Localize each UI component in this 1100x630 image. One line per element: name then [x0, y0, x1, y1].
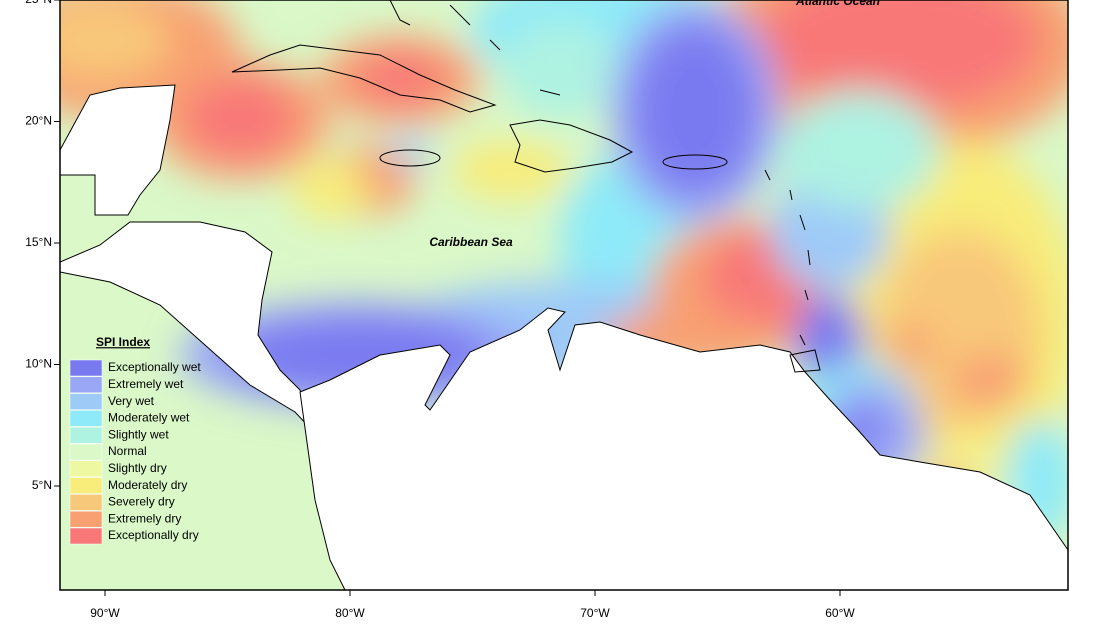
lat-tick-label: 5°N: [32, 478, 52, 492]
lat-tick-label: 10°N: [25, 357, 52, 371]
lon-tick-label: 80°W: [335, 606, 365, 620]
legend-swatch: [69, 510, 103, 528]
lesser-antilles: [764, 169, 811, 346]
legend-swatch: [69, 460, 103, 478]
legend-swatch: [69, 410, 103, 427]
legend-label: Normal: [108, 444, 147, 458]
lon-tick-label: 70°W: [580, 606, 610, 620]
legend-swatch: [69, 494, 103, 511]
legend-swatch: [69, 443, 103, 461]
legend-label: Exceptionally dry: [108, 528, 199, 542]
spi-zone: [885, 327, 935, 363]
islands: [231, 0, 821, 373]
cuba: [231, 44, 497, 113]
south-america: [299, 307, 1068, 590]
legend-label: Very wet: [108, 394, 155, 408]
legend-label: Extremely dry: [108, 511, 181, 525]
legend-label: Exceptionally wet: [108, 360, 201, 374]
jamaica: [379, 149, 441, 167]
legend-swatch: [69, 393, 103, 410]
puerto-rico: [662, 154, 728, 170]
trinidad: [789, 349, 821, 373]
legend-swatch: [69, 477, 103, 494]
lon-tick-label: 60°W: [825, 606, 855, 620]
spi-zone: [185, 78, 295, 158]
ocean-label: Atlantic Ocean: [795, 0, 880, 8]
yucatan: [60, 84, 176, 216]
legend-label: Moderately wet: [108, 411, 190, 425]
legend-label: Extremely wet: [108, 377, 184, 391]
spi-zone: [500, 20, 620, 120]
legend-label: Slightly wet: [108, 427, 169, 441]
legend-swatch: [69, 359, 103, 377]
spi-zone: [780, 90, 940, 210]
spi-zone: [950, 355, 1030, 405]
lat-tick-label: 25°N: [25, 0, 52, 6]
lat-tick-label: 15°N: [25, 235, 52, 249]
spi-field: [60, 0, 1068, 590]
legend-swatch: [69, 376, 103, 394]
frame: [59, 0, 1069, 591]
legend-label: Severely dry: [108, 495, 175, 509]
legend-swatch: [69, 527, 103, 545]
lat-tick-label: 20°N: [25, 114, 52, 128]
sea-label: Caribbean Sea: [429, 235, 513, 249]
bahamas: [389, 0, 561, 96]
central-america: [60, 221, 313, 431]
spi-zone: [355, 53, 445, 103]
spi-zone: [450, 140, 570, 200]
legend-label: Slightly dry: [108, 461, 167, 475]
legend-swatch: [69, 426, 103, 444]
legend-title: SPI Index: [96, 335, 150, 349]
legend: SPI Index Exceptionally wet Extremely wet…: [69, 335, 201, 545]
land: [60, 84, 1068, 590]
legend-label: Moderately dry: [108, 478, 187, 492]
spi-zone: [633, 25, 757, 195]
hispaniola: [509, 119, 634, 173]
spi-zone: [760, 0, 1040, 110]
spi-zone: [290, 160, 370, 220]
lon-tick-label: 90°W: [90, 606, 120, 620]
spi-zone: [60, 0, 170, 80]
